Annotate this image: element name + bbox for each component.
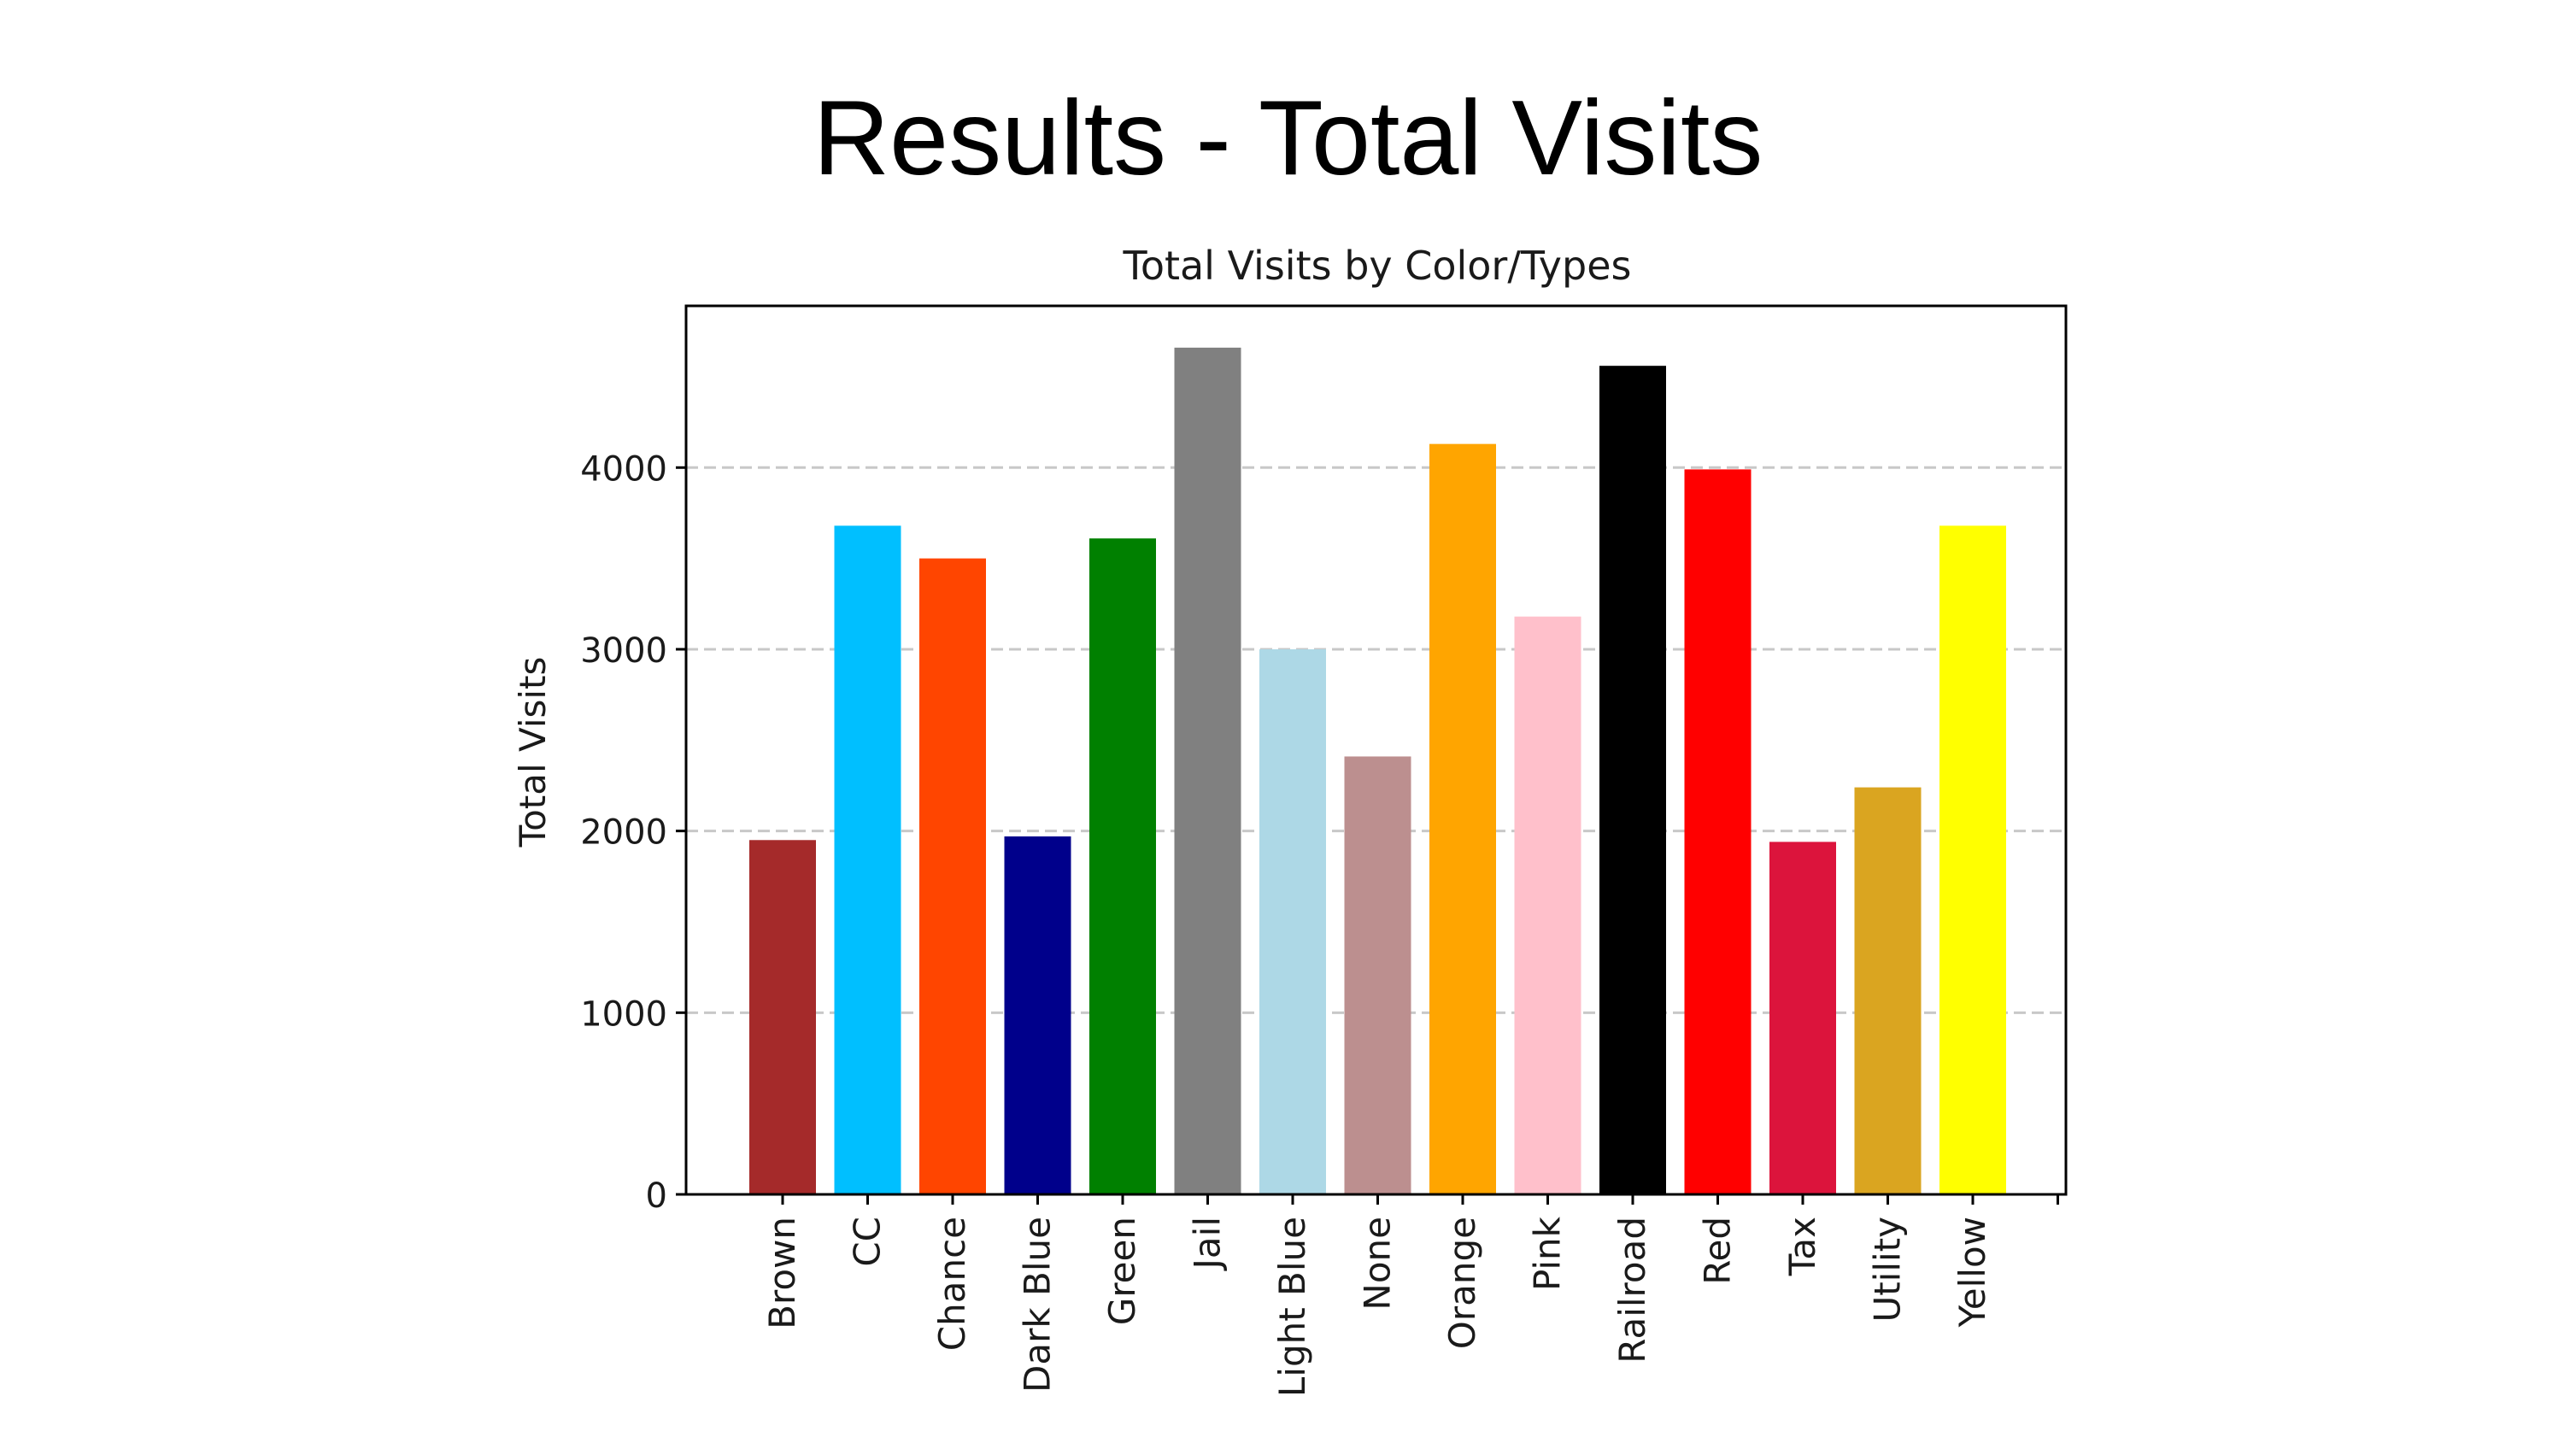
x-tick-label: Brown [761, 1217, 803, 1329]
x-tick-label: Chance [931, 1217, 973, 1351]
x-tick-label: Tax [1781, 1217, 1823, 1276]
bar-light-blue [1259, 648, 1326, 1194]
bar-yellow [1939, 525, 2006, 1194]
chart-title: Total Visits by Color/Types [1123, 243, 1632, 289]
y-tick-label: 2000 [580, 813, 667, 853]
bar-red [1684, 469, 1752, 1194]
x-tick-label: Pink [1527, 1216, 1569, 1291]
x-tick-label: Yellow [1951, 1217, 1993, 1328]
bar-jail [1174, 347, 1241, 1195]
x-tick-label: Light Blue [1271, 1217, 1313, 1397]
bar-utility [1854, 787, 1922, 1194]
bar-cc [834, 525, 901, 1194]
x-tick-label: CC [847, 1217, 889, 1267]
bar-tax [1769, 842, 1836, 1194]
bar-pink [1514, 616, 1581, 1194]
x-tick-label: None [1357, 1217, 1399, 1311]
x-tick-label: Green [1101, 1217, 1143, 1325]
bar-none [1344, 756, 1411, 1194]
y-axis-label: Total Visits [512, 657, 554, 848]
y-tick-label: 0 [646, 1176, 667, 1216]
axis-ticks: 0 1000 2000 3000 4000 Brown CC Chance Dark Blue G… [580, 449, 2059, 1397]
bar-brown [749, 840, 816, 1194]
x-tick-label: Utility [1867, 1217, 1909, 1323]
x-tick-label: Jail [1187, 1217, 1229, 1271]
y-tick-label: 4000 [580, 449, 667, 489]
bar-green [1089, 538, 1156, 1194]
bar-chance [919, 558, 986, 1194]
bars [749, 347, 2006, 1195]
x-tick-label: Dark Blue [1017, 1217, 1059, 1393]
x-tick-label: Red [1697, 1217, 1739, 1285]
x-tick-label: Railroad [1611, 1217, 1653, 1364]
bar-dark-blue [1004, 836, 1071, 1194]
y-tick-label: 1000 [580, 994, 667, 1034]
plot-area-frame [684, 304, 2068, 1196]
bar-orange [1429, 443, 1496, 1194]
x-tick-label: Orange [1441, 1217, 1483, 1349]
bar-railroad [1599, 366, 1666, 1194]
y-tick-label: 3000 [580, 631, 667, 671]
slide-title: Results - Total Visits [813, 79, 1763, 197]
